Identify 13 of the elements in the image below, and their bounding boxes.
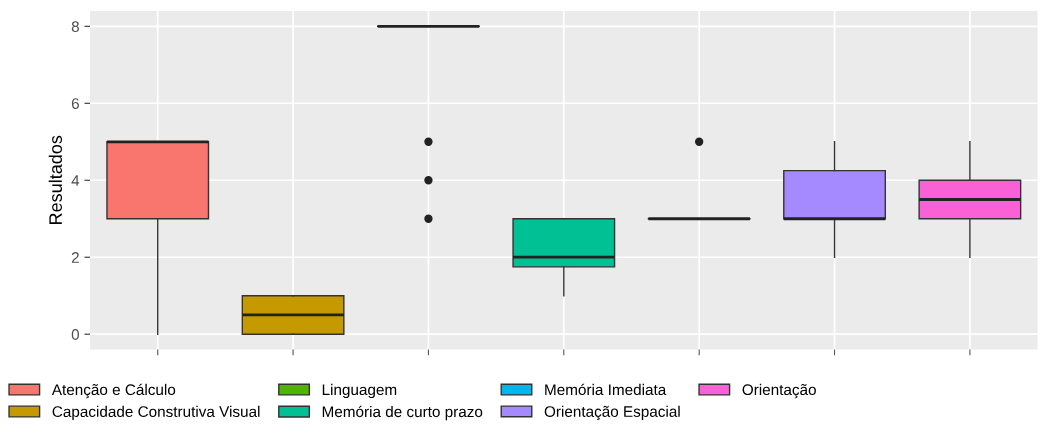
legend-label: Orientação [742,383,816,399]
y-tick-label: 4 [71,175,80,186]
legend-label: Linguagem [322,383,397,399]
y-tick-label: 0 [71,329,80,340]
legend-label: Atenção e Cálculo [51,383,176,399]
legend-label: Memória Imediata [545,383,667,396]
legend-label: Orientação Espacial [544,405,680,421]
y-tick-label: 2 [71,252,79,263]
legend-label: Memória de curto prazo [322,405,483,421]
y-tick-label: 8 [71,21,79,33]
legend-label: Capacidade Construtiva Visual [52,405,260,421]
y-axis-title: Resultados [48,135,63,224]
y-tick-label: 6 [71,98,79,109]
